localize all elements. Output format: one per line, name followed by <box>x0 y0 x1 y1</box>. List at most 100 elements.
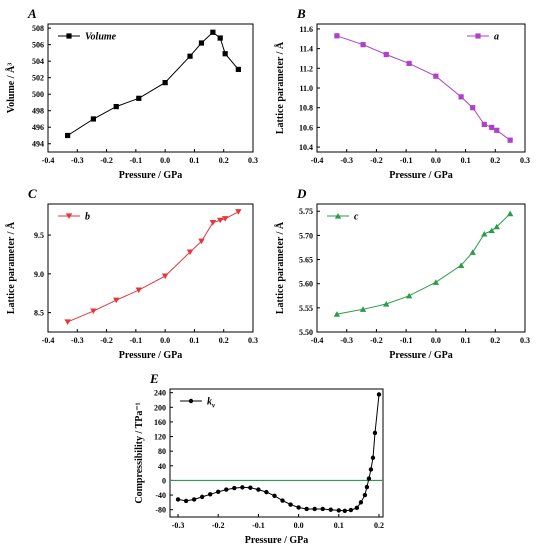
data-point <box>362 492 368 498</box>
panel-label: A <box>27 6 37 21</box>
y-tick-label: 500 <box>32 90 44 99</box>
y-tick-label: 11.2 <box>299 64 313 73</box>
data-point <box>360 42 366 48</box>
y-tick-label: 496 <box>32 123 44 132</box>
data-point <box>405 292 413 299</box>
y-tick-label: 10.8 <box>299 104 313 113</box>
x-tick-label: -0.3 <box>340 336 353 345</box>
data-point <box>336 508 341 513</box>
data-point <box>481 230 488 237</box>
x-tick-label: -0.2 <box>100 336 113 345</box>
chart-panel-b: -0.4 -0.3 -0.2 -0.1 0.0 0.1 0.2 0.3 10.4 10.6 10.8… <box>274 6 530 181</box>
x-tick-label: 0.1 <box>334 521 344 530</box>
y-tick-label: 5.65 <box>299 256 313 265</box>
y-tick-label: 200 <box>154 403 166 412</box>
data-point <box>113 103 119 110</box>
data-point <box>376 392 382 397</box>
legend-label: a <box>494 32 499 43</box>
y-tick-label: -80 <box>155 506 166 515</box>
x-tick-label: -0.4 <box>311 336 324 345</box>
data-point <box>135 287 142 294</box>
x-tick-label: -0.3 <box>340 156 353 165</box>
plot-frame <box>47 23 254 153</box>
y-axis-label: Lattice parameter / Å <box>274 41 286 134</box>
x-tick-label: -0.3 <box>172 521 185 530</box>
data-point <box>248 485 253 490</box>
data-point <box>65 132 71 139</box>
series-line-d <box>336 213 511 315</box>
data-point <box>209 220 217 226</box>
data-point <box>304 506 309 512</box>
data-point <box>372 430 378 436</box>
y-tick-label: 10.6 <box>299 123 313 132</box>
data-point <box>433 73 439 79</box>
plot-frame <box>316 23 526 153</box>
x-tick-label: 0.1 <box>461 336 471 345</box>
panel-label: D <box>296 186 307 201</box>
x-tick-label: -0.1 <box>400 156 413 165</box>
x-axis-label: Pressure / GPa <box>389 170 453 181</box>
x-tick-label: -0.1 <box>252 521 265 530</box>
y-axis-label: Volume / Å³ <box>5 63 17 113</box>
y-tick-label: 11.4 <box>299 45 313 54</box>
data-point <box>383 51 389 58</box>
y-axis-label: Compressibility / TPa⁻¹ <box>134 402 145 503</box>
data-point <box>216 489 221 494</box>
y-tick-label: 506 <box>32 41 44 50</box>
x-tick-label: -0.3 <box>71 156 84 165</box>
data-point <box>370 455 376 460</box>
y-tick-label: 494 <box>32 140 44 149</box>
data-point <box>113 297 120 304</box>
legend-label: b <box>85 212 90 223</box>
series-line-c <box>67 211 239 323</box>
data-point <box>481 121 487 128</box>
data-point <box>280 498 285 503</box>
y-axis-label: Lattice parameter / Å <box>274 221 286 314</box>
data-point <box>162 80 168 86</box>
data-point <box>320 506 325 512</box>
series-line-e <box>177 394 380 512</box>
y-tick-label: 80 <box>158 447 166 456</box>
data-point <box>296 505 301 510</box>
y-tick-label: 508 <box>32 24 44 33</box>
x-axis-label: Pressure / GPa <box>119 350 183 361</box>
data-point <box>342 508 348 513</box>
y-tick-label: 502 <box>32 74 44 83</box>
plot-frame <box>169 388 384 518</box>
data-point <box>207 492 213 497</box>
y-tick-label: 240 <box>154 389 166 398</box>
data-point <box>488 227 495 234</box>
data-point <box>191 497 197 502</box>
data-point <box>198 238 205 245</box>
legend-marker <box>66 33 72 39</box>
x-tick-label: -0.2 <box>212 521 225 530</box>
legend-marker <box>475 33 481 39</box>
data-point <box>90 308 97 315</box>
data-point <box>506 210 514 217</box>
data-point <box>333 311 341 317</box>
x-tick-label: 0.1 <box>461 156 471 165</box>
x-tick-label: 0.2 <box>490 156 500 165</box>
x-tick-label: -0.1 <box>130 336 143 345</box>
data-point <box>328 507 333 512</box>
y-tick-label: 11.0 <box>299 84 313 93</box>
data-point <box>222 51 228 57</box>
data-point <box>136 95 142 101</box>
data-point <box>334 33 340 39</box>
legend-marker <box>188 398 194 404</box>
data-point <box>432 279 440 285</box>
x-tick-label: 0.3 <box>248 156 258 165</box>
y-tick-label: 5.50 <box>299 328 313 337</box>
data-point <box>183 498 189 504</box>
data-point <box>494 127 500 133</box>
data-point <box>354 505 360 511</box>
data-point <box>90 116 96 122</box>
data-point <box>264 489 269 495</box>
chart-panel-d: -0.4 -0.3 -0.2 -0.1 0.0 0.1 0.2 0.3 5.50 5.55 5.60… <box>274 186 530 361</box>
x-tick-label: 0.0 <box>431 156 441 165</box>
y-tick-label: 504 <box>32 57 44 66</box>
x-tick-label: 0.0 <box>431 336 441 345</box>
data-point <box>358 500 364 505</box>
data-point <box>507 137 513 143</box>
data-point <box>470 105 476 111</box>
